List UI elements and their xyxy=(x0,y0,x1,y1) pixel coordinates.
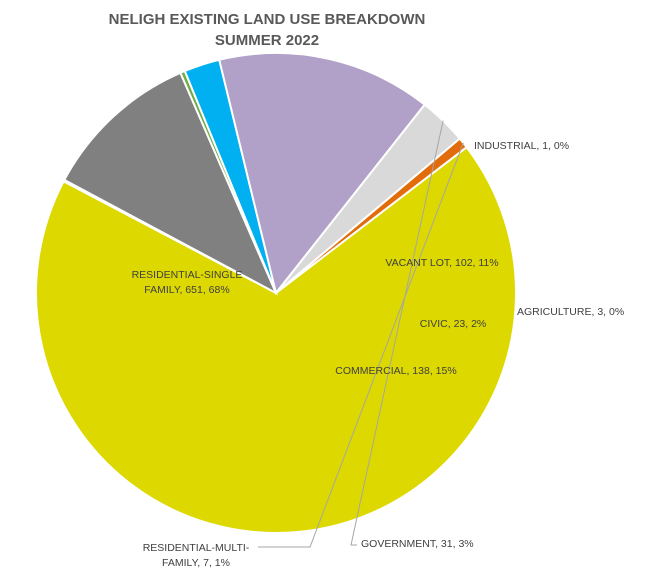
slice-label-line: CIVIC, 23, 2% xyxy=(420,318,487,330)
chart-title-line-1: NELIGH EXISTING LAND USE BREAKDOWN xyxy=(109,11,426,28)
slice-label-residential-multi-family: RESIDENTIAL-MULTI- FAMILY, 7, 1% xyxy=(143,542,250,569)
slice-label-industrial: INDUSTRIAL, 1, 0% xyxy=(474,140,569,152)
slice-label-residential-single-family: RESIDENTIAL-SINGLE FAMILY, 651, 68% xyxy=(132,269,243,296)
slice-label-line: RESIDENTIAL-SINGLE xyxy=(132,269,243,281)
slice-label-line: GOVERNMENT, 31, 3% xyxy=(361,538,474,550)
leader-residential-multi-family xyxy=(258,142,464,548)
pie-slice-residential-single-family xyxy=(35,145,517,534)
slice-label-line: COMMERCIAL, 138, 15% xyxy=(335,365,456,377)
slice-label-line: VACANT LOT, 102, 11% xyxy=(385,257,498,269)
slice-label-commercial: COMMERCIAL, 138, 15% xyxy=(335,365,456,377)
pie-slices xyxy=(35,52,517,534)
leader-government xyxy=(350,120,444,546)
label-leader-lines xyxy=(258,120,464,548)
pie-slice-commercial xyxy=(218,52,427,296)
slice-label-civic: CIVIC, 23, 2% xyxy=(420,318,487,330)
slice-label-line: INDUSTRIAL, 1, 0% xyxy=(474,140,569,152)
slice-label-government: GOVERNMENT, 31, 3% xyxy=(361,538,474,550)
slice-labels: RESIDENTIAL-SINGLE FAMILY, 651, 68% INDUST… xyxy=(132,140,625,569)
slice-label-vacant-lot: VACANT LOT, 102, 11% xyxy=(385,257,498,269)
slice-label-line: FAMILY, 7, 1% xyxy=(162,557,230,569)
slice-label-line: FAMILY, 651, 68% xyxy=(144,284,229,296)
slice-label-line: RESIDENTIAL-MULTI- xyxy=(143,542,250,554)
pie-slice-vacant-lot xyxy=(62,71,279,296)
slice-label-line: AGRICULTURE, 3, 0% xyxy=(517,306,624,318)
chart-title-line-2: SUMMER 2022 xyxy=(215,32,319,49)
slice-label-agriculture: AGRICULTURE, 3, 0% xyxy=(517,306,624,318)
